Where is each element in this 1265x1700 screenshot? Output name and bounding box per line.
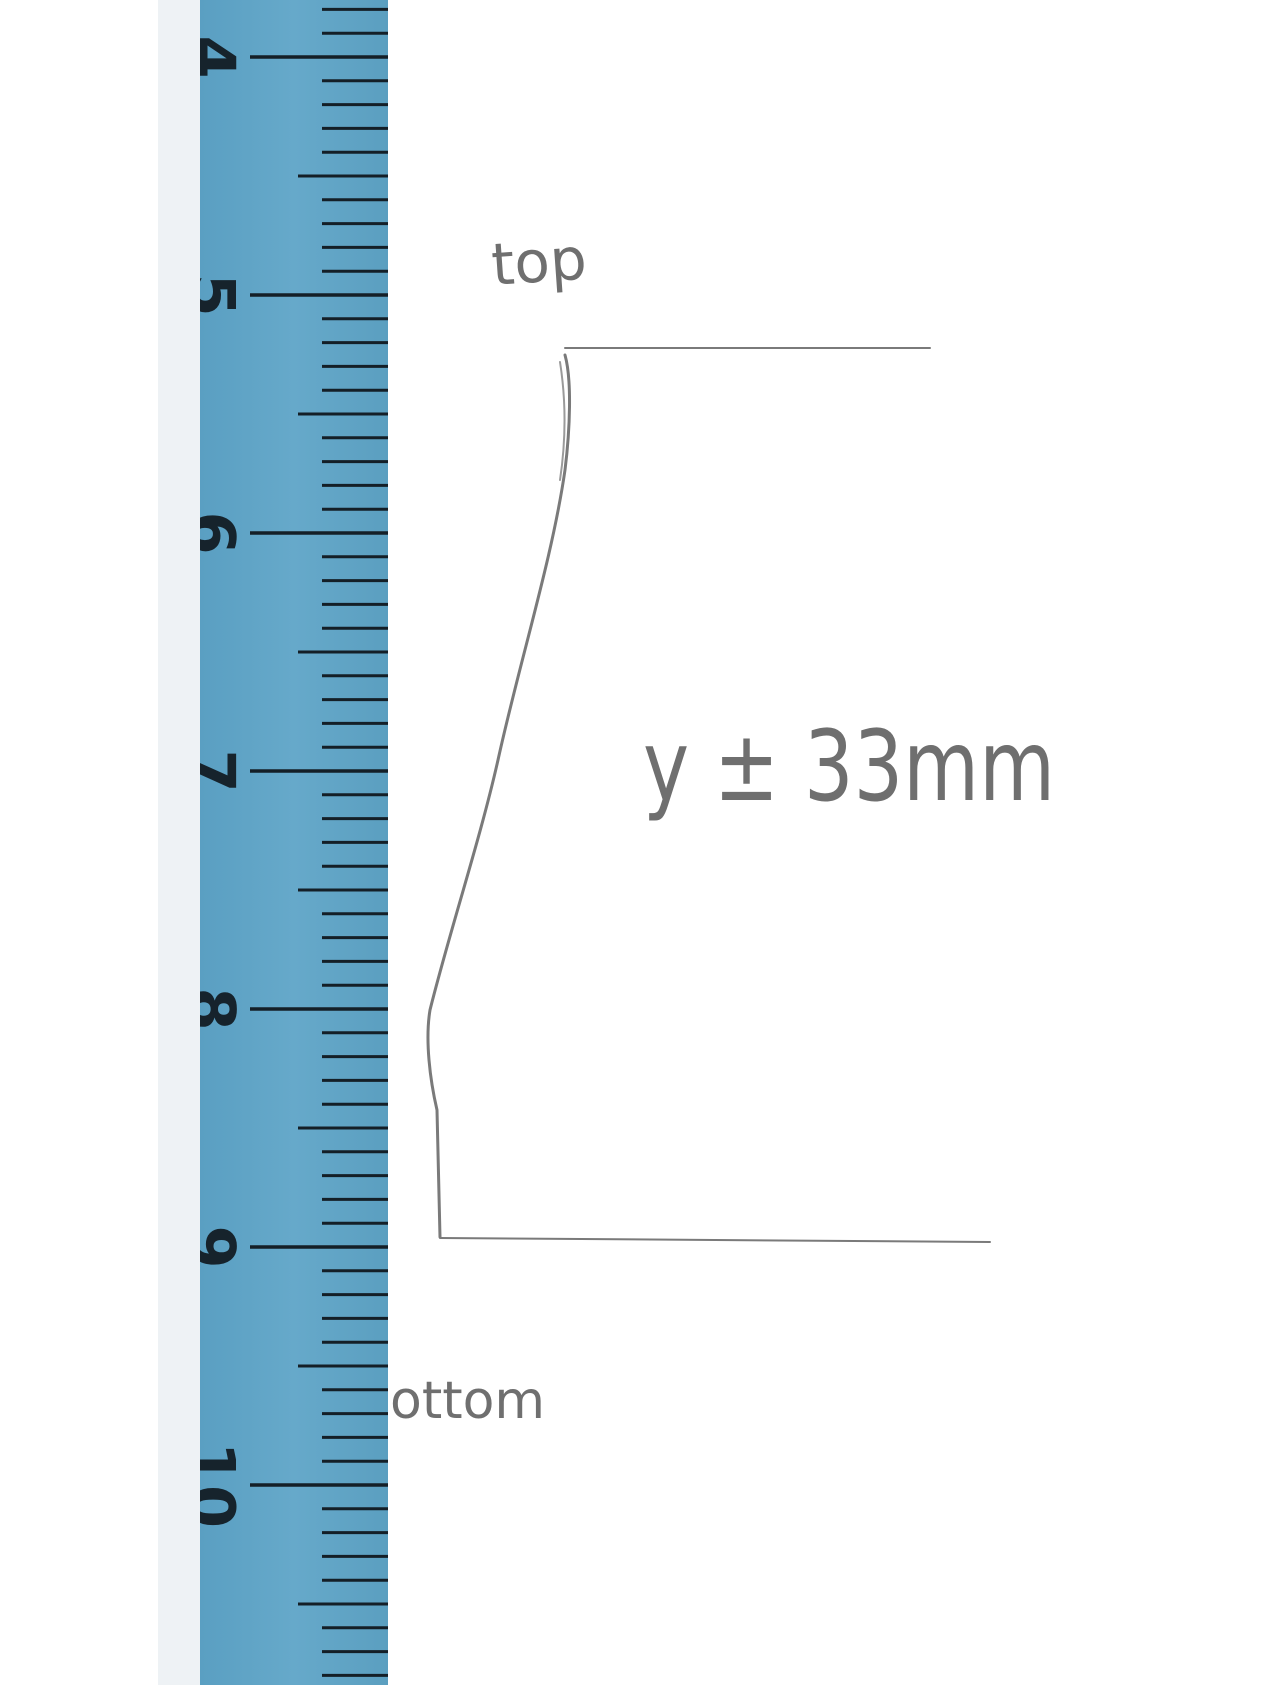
ruler-number: 6: [176, 511, 249, 554]
profile-curve-shading: [559, 361, 566, 481]
ruler-number: 8: [176, 987, 249, 1030]
pencil-profile: [426, 347, 991, 1243]
profile-curve: [426, 353, 572, 1239]
ruler: 456789101: [176, 0, 388, 1685]
bottom-line: [439, 1237, 991, 1243]
ruler-ticks: [250, 7, 388, 1677]
ruler-numbers: 456789101: [176, 35, 249, 1528]
ruler-number: 5: [176, 273, 249, 316]
bottom-label: ottom: [390, 1371, 545, 1431]
measurement-label: y ± 33mm: [643, 710, 1055, 824]
ruler-number: 7: [176, 749, 249, 792]
scanner-edge-strip: [158, 0, 200, 1685]
ruler-number: 4: [176, 35, 249, 78]
ruler-number: 10: [176, 1442, 249, 1528]
ruler-number: 9: [176, 1225, 249, 1268]
top-label: top: [489, 225, 589, 299]
